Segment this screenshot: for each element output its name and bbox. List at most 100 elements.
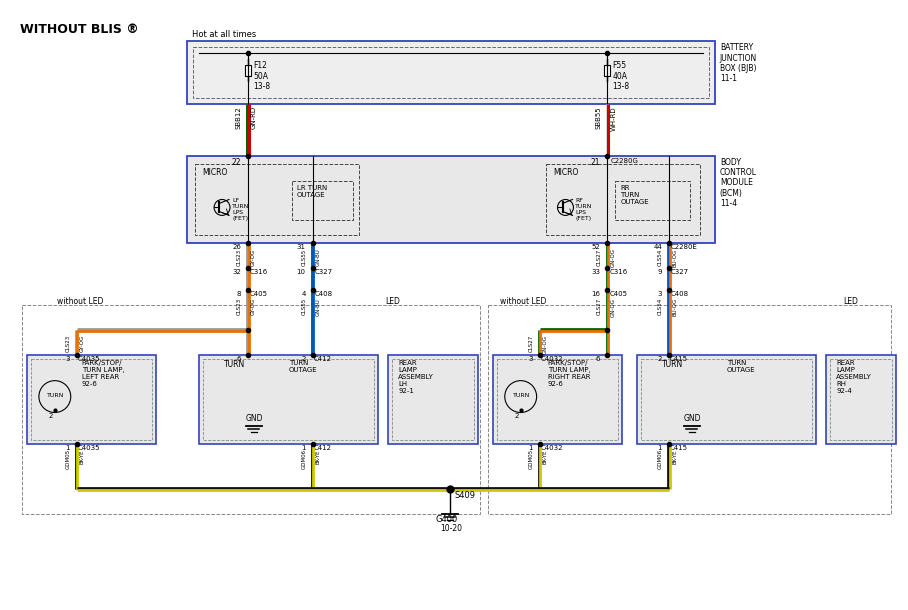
Text: MICRO: MICRO [202,168,228,177]
Text: LR TURN
OUTAGE: LR TURN OUTAGE [297,185,327,198]
Text: 2: 2 [515,412,519,418]
Text: G400: G400 [435,515,458,524]
Text: BATTERY
JUNCTION
BOX (BJB)
11-1: BATTERY JUNCTION BOX (BJB) 11-1 [720,43,757,84]
Text: CLS55: CLS55 [301,298,307,315]
Text: C408: C408 [671,291,689,297]
Text: GDM05: GDM05 [528,450,534,470]
Bar [199,355,379,444]
Text: WITHOUT BLIS ®: WITHOUT BLIS ® [20,23,139,36]
Text: C316: C316 [609,269,627,275]
Text: GND: GND [683,415,701,423]
Text: GN-OG: GN-OG [610,248,616,267]
Text: CLS55: CLS55 [301,248,307,265]
Text: C327: C327 [671,269,689,275]
Text: C412: C412 [313,445,331,451]
Bar [187,156,715,243]
Text: LED: LED [385,297,400,306]
Text: 10: 10 [297,269,306,275]
Text: GN-BU: GN-BU [316,298,321,316]
Text: 26: 26 [232,244,241,250]
Text: GN-BU: GN-BU [316,248,321,266]
Text: RR
TURN
OUTAGE: RR TURN OUTAGE [620,185,649,204]
Text: 4: 4 [301,291,306,297]
Text: CLS27: CLS27 [597,248,601,265]
Bar [488,305,891,514]
Text: 52: 52 [592,244,600,250]
Text: 9: 9 [657,269,662,275]
Text: 16: 16 [591,291,600,297]
Text: GY-OG: GY-OG [251,298,256,315]
Bar [22,305,480,514]
Bar [291,181,353,220]
Bar [616,181,690,220]
Text: 44: 44 [653,244,662,250]
Text: C2280G: C2280G [610,157,638,163]
Text: 22: 22 [232,157,241,167]
Text: TURN: TURN [47,393,64,398]
Text: Hot at all times: Hot at all times [192,30,256,39]
Bar [193,47,709,98]
Text: CLS23: CLS23 [65,335,71,352]
Text: CLS23: CLS23 [237,248,242,265]
Text: C327: C327 [315,269,332,275]
Text: TURN
OUTAGE: TURN OUTAGE [289,360,318,373]
Text: 3: 3 [65,356,70,362]
Text: BK-YE: BK-YE [543,450,548,464]
Text: 21: 21 [591,157,600,167]
Text: TURN: TURN [513,393,530,398]
Text: CLS27: CLS27 [597,298,601,315]
Text: 6: 6 [236,356,241,362]
Text: 3: 3 [528,356,533,362]
Text: CLS23: CLS23 [237,298,242,315]
Bar [641,359,813,440]
Text: GDM05: GDM05 [65,450,71,470]
Text: 32: 32 [232,269,241,275]
Text: CLS54: CLS54 [658,298,663,315]
Text: BK-YE: BK-YE [80,450,84,464]
Text: C408: C408 [315,291,332,297]
Text: 6: 6 [596,356,600,362]
Text: 1: 1 [528,445,533,451]
Text: 2: 2 [301,356,306,362]
Text: BU-OG: BU-OG [672,248,677,267]
Text: 3: 3 [657,291,662,297]
Bar [497,359,618,440]
Bar [245,65,251,76]
Text: SBB12: SBB12 [236,106,242,129]
Text: CLS54: CLS54 [658,248,663,265]
Text: C316: C316 [250,269,268,275]
Text: BODY
CONTROL
MODULE
(BCM)
11-4: BODY CONTROL MODULE (BCM) 11-4 [720,157,756,208]
Text: GDM06: GDM06 [301,450,307,470]
Bar [27,355,156,444]
Text: S409: S409 [454,491,475,500]
Text: 1: 1 [301,445,306,451]
Bar [31,359,153,440]
Text: WH-RD: WH-RD [610,106,617,131]
Text: GY-OG: GY-OG [251,248,256,265]
Text: 10-20: 10-20 [440,524,462,533]
Text: without LED: without LED [499,297,547,306]
Text: F55
40A
13-8: F55 40A 13-8 [612,61,629,91]
Text: BK-YE: BK-YE [672,450,677,464]
Bar [392,359,474,440]
Text: 31: 31 [297,244,306,250]
Text: C4032: C4032 [540,445,563,451]
Bar [605,65,610,76]
Text: TURN: TURN [224,360,245,369]
Bar [195,163,360,235]
Text: without LED: without LED [57,297,104,306]
Text: GDM06: GDM06 [658,450,663,470]
Bar [187,41,715,104]
Text: GN-OG: GN-OG [543,335,548,354]
Text: C4032: C4032 [540,356,563,362]
Bar [546,163,700,235]
Text: C405: C405 [609,291,627,297]
Text: TURN: TURN [662,360,684,369]
Bar [637,355,816,444]
Text: GN-RD: GN-RD [251,106,257,129]
Text: RF
TURN
LPS
(FET): RF TURN LPS (FET) [576,198,593,221]
Text: 2: 2 [657,356,662,362]
Text: C412: C412 [313,356,331,362]
Bar [826,355,896,444]
Text: GND: GND [245,415,262,423]
